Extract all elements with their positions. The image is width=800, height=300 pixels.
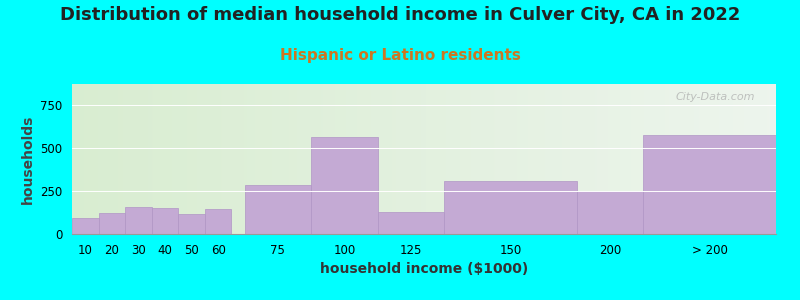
Bar [444, 182, 577, 234]
Bar [205, 209, 231, 234]
Bar [152, 208, 178, 234]
Text: City-Data.com: City-Data.com [675, 92, 755, 101]
Bar [125, 207, 152, 234]
Bar [311, 137, 378, 234]
Bar [245, 185, 311, 234]
Bar [72, 218, 98, 234]
Bar [378, 212, 444, 234]
Text: Hispanic or Latino residents: Hispanic or Latino residents [279, 48, 521, 63]
Y-axis label: households: households [21, 114, 34, 204]
Bar [98, 213, 125, 234]
X-axis label: household income ($1000): household income ($1000) [320, 262, 528, 276]
Text: Distribution of median household income in Culver City, CA in 2022: Distribution of median household income … [60, 6, 740, 24]
Bar [178, 214, 205, 234]
Bar [577, 191, 643, 234]
Bar [643, 135, 776, 234]
